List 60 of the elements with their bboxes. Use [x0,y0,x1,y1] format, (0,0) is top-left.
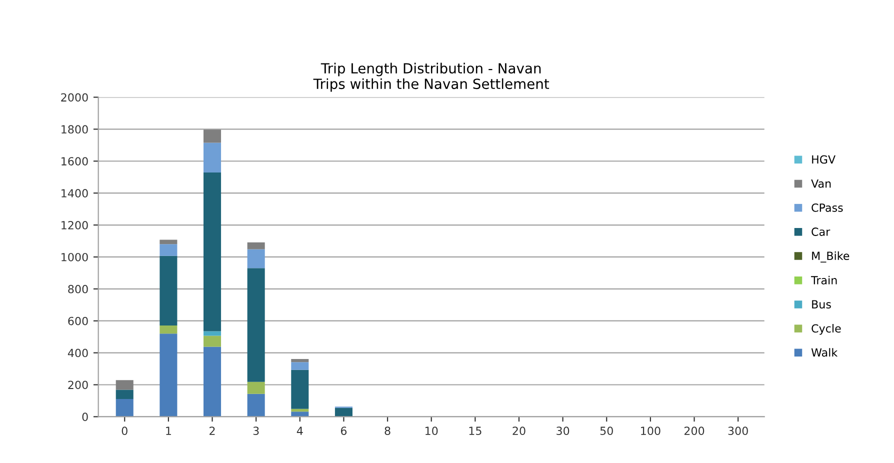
bar [116,390,134,399]
y-tick-label: 1200 [62,220,88,230]
bar [160,240,178,244]
x-tick-label: 3 [253,426,259,436]
legend-label: Bus [812,300,831,309]
y-tick-label: 2000 [61,93,88,102]
bar [291,408,309,412]
bar [247,394,265,417]
x-tick-label: 200 [684,426,704,436]
x-tick-label: 6 [340,426,347,436]
bar [116,380,134,390]
bar [247,242,265,250]
bar [247,268,265,382]
x-tick-label: 30 [556,426,570,436]
bar [204,346,222,417]
x-tick-label: 15 [469,426,482,436]
y-tick-label: 1400 [62,189,88,198]
legend-label: Car [812,228,830,236]
x-tick-label: 300 [728,426,748,436]
bar [204,331,222,336]
bar [291,359,309,362]
x-tick-label: 2 [210,426,215,435]
y-tick-label: 1600 [62,157,88,166]
legend-label: M_Bike [812,251,850,262]
y-tick-label: 200 [68,380,88,390]
bar [204,336,222,347]
bar [160,334,178,417]
bar [204,130,222,143]
y-tick-label: 400 [68,348,88,358]
legend-label: HGV [812,155,836,164]
legend-label: CPass [812,203,843,212]
x-tick-label: 4 [296,426,303,435]
bar [160,325,178,334]
bar [116,398,134,417]
x-tick-label: 10 [426,426,438,436]
legend-label: Walk [811,348,838,357]
x-tick-label: 50 [600,426,613,436]
legend-label: Van [811,180,831,188]
bar [247,382,265,394]
bar [247,249,265,268]
y-tick-label: 600 [68,316,88,326]
x-tick-label: 20 [512,426,526,436]
x-tick-label: 1 [166,426,171,435]
y-tick-label: 1000 [62,252,88,262]
bar [160,256,178,326]
y-tick-label: 800 [68,284,88,294]
legend-label: Cycle [812,324,841,335]
legend-label: Train [810,276,837,284]
chart-title: Trip Length Distribution - Navan Trips within the Navan Settlement [313,62,550,92]
x-tick-label: 100 [641,426,660,436]
bar [204,172,222,332]
x-tick-label: 0 [122,426,128,436]
bar [160,244,178,256]
y-tick-label: 1800 [62,125,88,134]
x-tick-label: 8 [384,426,390,436]
bar [204,142,222,172]
y-tick-label: 0 [82,412,88,422]
bar [291,370,309,409]
bar [334,408,352,417]
bar [291,362,309,370]
